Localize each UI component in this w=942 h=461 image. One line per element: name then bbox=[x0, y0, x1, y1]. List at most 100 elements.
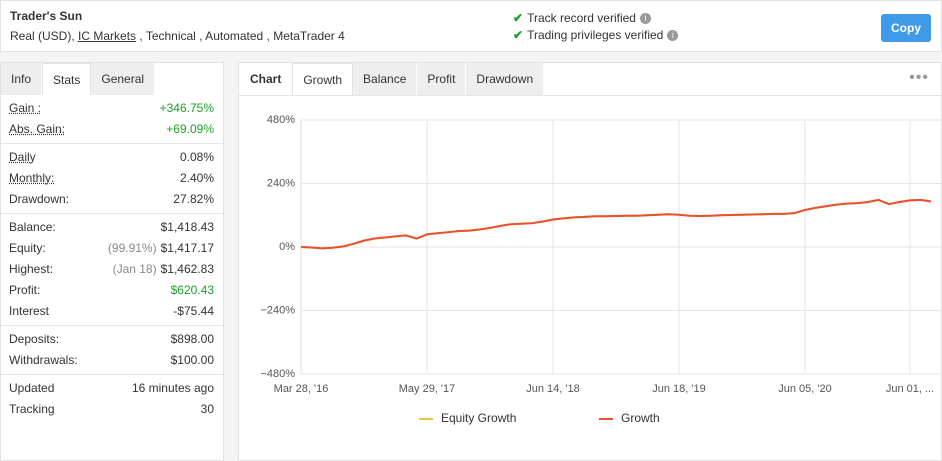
x-tick-label: Jun 14, '18 bbox=[526, 383, 579, 395]
y-tick-label: 240% bbox=[267, 177, 295, 189]
stats: Gain : +346.75% Abs. Gain: +69.09% Daily 0.08… bbox=[1, 95, 223, 423]
tab[interactable]: Balance bbox=[353, 63, 418, 95]
stat-value: $1,418.43 bbox=[161, 217, 214, 238]
stat-row: Abs. Gain: +69.09% bbox=[1, 119, 223, 140]
broker-link[interactable]: IC Markets bbox=[78, 29, 137, 43]
verified-text: Trading privileges verified bbox=[527, 28, 664, 42]
stat-number: $1,462.83 bbox=[160, 262, 214, 276]
stat-row: Daily 0.08% bbox=[1, 147, 223, 168]
details: , Technical , Automated , MetaTrader 4 bbox=[136, 29, 345, 43]
stat-group: Balance: $1,418.43 Equity: (99.91%) $1,417.1… bbox=[1, 213, 223, 325]
tab[interactable]: General bbox=[91, 63, 156, 95]
stat-group: Deposits: $898.00 Withdrawals: $100.00 bbox=[1, 325, 223, 374]
stat-label: Withdrawals: bbox=[9, 353, 78, 367]
stat-row: Gain : +346.75% bbox=[1, 98, 223, 119]
menu[interactable]: ••• bbox=[909, 69, 929, 86]
stat-row: Deposits: $898.00 bbox=[1, 329, 223, 350]
stat-label: Tracking bbox=[9, 402, 55, 416]
stat-label: Profit: bbox=[9, 283, 41, 297]
chart-panel: Chart Growth Balance Profit Drawdown ••• 480… bbox=[238, 62, 942, 461]
stat-value: 0.08% bbox=[180, 147, 214, 168]
tab[interactable]: Drawdown bbox=[466, 63, 545, 95]
stat-number: 2.40% bbox=[179, 171, 214, 185]
verified: ✔ Trading privileges verified i bbox=[513, 28, 679, 42]
tab[interactable]: Stats bbox=[42, 63, 92, 95]
stat-row: Highest: (Jan 18) $1,462.83 bbox=[1, 259, 223, 280]
line bbox=[300, 198, 932, 250]
stat-row: Updated 16 minutes ago bbox=[1, 378, 223, 399]
stat-value: 2.40% bbox=[180, 168, 214, 189]
verified: ✔ Track record verified i bbox=[513, 11, 651, 25]
stat-row: Profit: $620.43 bbox=[1, 280, 223, 301]
stat-number: +346.75% bbox=[159, 101, 214, 115]
stat-number: +69.09% bbox=[166, 122, 214, 136]
stat-label: Deposits: bbox=[9, 332, 60, 346]
x-tick-label: Jun 18, '19 bbox=[652, 383, 705, 395]
stat-value: (Jan 18) $1,462.83 bbox=[113, 259, 214, 280]
stat-number: 0.08% bbox=[179, 150, 214, 164]
stat-label: Gain : bbox=[9, 101, 42, 115]
tab[interactable]: Info bbox=[1, 63, 43, 95]
x-tick-label: Jun 01, ... bbox=[886, 383, 934, 395]
stat-value: (99.91%) $1,417.17 bbox=[108, 238, 214, 259]
stat-label: Monthly: bbox=[9, 171, 55, 185]
x-tick-label: Jun 05, '20 bbox=[778, 383, 831, 395]
stat-number: 30 bbox=[200, 402, 214, 416]
stat-label: Daily bbox=[9, 150, 36, 164]
x-tick-label: Mar 28, '16 bbox=[274, 383, 329, 395]
y-tick-label: 0% bbox=[279, 241, 295, 253]
legend-label: Equity Growth bbox=[441, 411, 516, 425]
stat-number: $620.43 bbox=[170, 283, 214, 297]
stats-panel: Info Stats General Gain : +346.75% Abs. Gain… bbox=[0, 62, 224, 461]
y-tick-label: 480% bbox=[267, 114, 295, 126]
stat-label: Equity: bbox=[9, 241, 46, 255]
title: Trader's Sun bbox=[10, 9, 83, 23]
tab[interactable]: Profit bbox=[417, 63, 467, 95]
stat-group: Daily 0.08% Monthly: 2.40% Drawdown: 27.82% bbox=[1, 143, 223, 213]
y-tick-label: −480% bbox=[260, 368, 295, 380]
stat-label: Interest bbox=[9, 304, 50, 318]
stat-number: 16 minutes ago bbox=[131, 381, 214, 395]
stat-label: Balance: bbox=[9, 220, 56, 234]
copy-button[interactable]: Copy bbox=[881, 14, 931, 42]
chart: 480% 240% 0% −240% −480% Mar 28, '16 May 29, '… bbox=[260, 114, 941, 425]
stat-number: $1,418.43 bbox=[160, 220, 214, 234]
stat-group: Updated 16 minutes ago Tracking 30 bbox=[1, 374, 223, 423]
header: Trader's Sun Real (USD), IC Markets , Te… bbox=[0, 0, 942, 52]
stat-value: +69.09% bbox=[166, 119, 214, 140]
stat-number: $1,417.17 bbox=[160, 241, 214, 255]
stat-number: $100.00 bbox=[170, 353, 214, 367]
stat-label: Updated bbox=[9, 381, 55, 395]
stat-value: 30 bbox=[201, 399, 214, 420]
tabs: Chart Growth Balance Profit Drawdown bbox=[239, 63, 941, 96]
stat-row: Equity: (99.91%) $1,417.17 bbox=[1, 238, 223, 259]
tab[interactable]: Growth bbox=[292, 63, 354, 95]
stat-row: Interest -$75.44 bbox=[1, 301, 223, 322]
account: Real (USD), bbox=[10, 29, 79, 43]
stat-value: 16 minutes ago bbox=[132, 378, 214, 399]
stat-row: Monthly: 2.40% bbox=[1, 168, 223, 189]
stat-group: Gain : +346.75% Abs. Gain: +69.09% bbox=[1, 95, 223, 143]
stat-value: $620.43 bbox=[171, 280, 214, 301]
stat-row: Drawdown: 27.82% bbox=[1, 189, 223, 210]
stat-note: (Jan 18) bbox=[112, 262, 157, 276]
stat-row: Tracking 30 bbox=[1, 399, 223, 420]
tabs: Info Stats General bbox=[1, 63, 223, 95]
stat-label: Abs. Gain: bbox=[9, 122, 66, 136]
verified-text: Track record verified bbox=[527, 11, 636, 25]
y-tick-label: −240% bbox=[260, 304, 295, 316]
stat-value: -$75.44 bbox=[173, 301, 214, 322]
stat-row: Withdrawals: $100.00 bbox=[1, 350, 223, 371]
stat-note: (99.91%) bbox=[107, 241, 157, 255]
legend-label: Growth bbox=[621, 411, 660, 425]
x-tick-label: May 29, '17 bbox=[399, 383, 456, 395]
stat-label: Drawdown: bbox=[9, 192, 70, 206]
chart-label: Chart bbox=[250, 72, 282, 86]
stat-value: $100.00 bbox=[171, 350, 214, 371]
line bbox=[300, 198, 932, 250]
stat-value: $898.00 bbox=[171, 329, 214, 350]
subtitle: Real (USD), IC Markets , Technical , Aut… bbox=[10, 29, 345, 43]
stat-row: Balance: $1,418.43 bbox=[1, 217, 223, 238]
stat-value: +346.75% bbox=[160, 98, 214, 119]
